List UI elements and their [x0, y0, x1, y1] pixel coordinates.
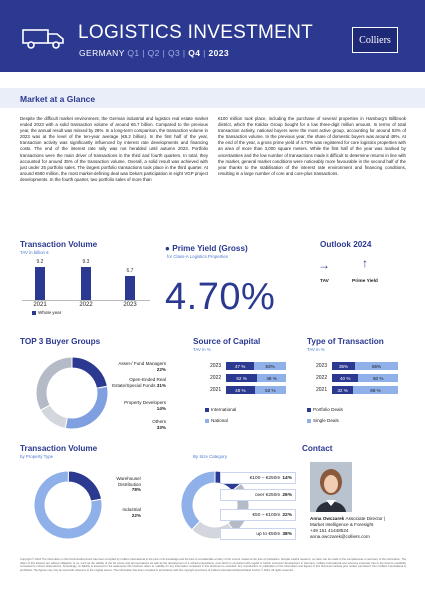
quarter-q2: Q2 — [147, 48, 160, 58]
soc-legend-swatch-natl — [205, 419, 209, 423]
buyers-donut — [35, 356, 109, 430]
market-glance-title: Market at a Glance — [20, 94, 96, 104]
prime-yield-subtitle: for Class-A Logistics Properties — [167, 254, 229, 259]
outlook-title: Outlook 2024 — [320, 240, 372, 249]
page-title: LOGISTICS INVESTMENT — [78, 22, 314, 43]
buyers-slice — [35, 356, 73, 412]
soc-year-label: 2021 — [210, 387, 222, 393]
contact-title: Contact — [302, 444, 333, 453]
tot-legend-swatch-portfolio — [307, 408, 311, 412]
property-label-industrial: Industrial 22% — [122, 507, 141, 518]
property-slice — [33, 470, 103, 540]
tv-bar — [81, 266, 91, 300]
tot-legend-single: Single Deals — [313, 418, 339, 423]
tv-title: Transaction Volume — [20, 240, 98, 249]
tot-bar-segment-2: 60 % — [358, 374, 398, 382]
soc-bar-segment-2: 48 % — [257, 374, 286, 382]
tot-legend-swatch-single — [307, 419, 311, 423]
tv-bar-value: 6.7 — [126, 267, 134, 274]
contact-avatar — [310, 462, 352, 512]
tot-bar-segment-1: 35% — [332, 362, 356, 370]
colliers-logo: Colliers — [352, 27, 398, 53]
quarter-q4: Q4 — [188, 48, 201, 58]
contact-role: Associate Director | — [345, 516, 386, 521]
source-capital-title: Source of Capital — [193, 337, 261, 346]
source-capital-subtitle: TAV in % — [193, 347, 211, 352]
soc-bar-segment-1: 48 % — [226, 386, 255, 394]
buyers-title: TOP 3 Buyer Groups — [20, 337, 101, 346]
tv-bar — [35, 266, 45, 300]
tv-axis — [22, 300, 150, 301]
report-year: 2023 — [208, 48, 230, 58]
soc-year-label: 2023 — [210, 363, 222, 369]
market-text-col2: €100 million took place, including the p… — [218, 116, 406, 176]
buyers-label-asset: Asset-/ Fund Managers 22% — [118, 361, 166, 372]
contact-name-line: Anna Owczarek Associate Director | — [310, 516, 385, 521]
tv-legend-swatch — [32, 311, 36, 315]
tv-bar-value: 9.3 — [82, 258, 90, 265]
property-slice — [67, 470, 103, 502]
outlook-prime-yield-label: Prime Yield — [352, 279, 378, 284]
size-category-subtitle: By Size Category — [193, 454, 227, 459]
tot-bar-segment-1: 32 % — [332, 386, 354, 394]
contact-name: Anna Owczarek — [310, 516, 345, 521]
tot-year-label: 2022 — [316, 375, 328, 381]
prime-yield-value: 4.70% — [165, 276, 276, 318]
type-transaction-subtitle: TAV in % — [307, 347, 325, 352]
tv-property-subtitle: by Property Type — [20, 454, 54, 459]
tot-bar-segment-2: 65% — [355, 362, 398, 370]
buyers-label-funds: Open-Ended Real Estate/Special Funds 31% — [112, 377, 166, 388]
tv-bar-value: 9.2 — [36, 258, 44, 265]
type-transaction-title: Type of Transaction — [307, 337, 384, 346]
report-period: GERMANY Q1 | Q2 | Q3 | Q4 | 2023 — [79, 48, 230, 58]
arrow-up-icon: ↑ — [362, 256, 368, 270]
market-text-col1: Despite the difficult market environment… — [20, 116, 208, 182]
soc-bar-segment-1: 52 % — [226, 374, 258, 382]
size-label-up-to-50: up to €50m 38% — [220, 528, 296, 540]
tv-subtitle: TAV in billion € — [20, 250, 49, 255]
tv-bar-year: 2022 — [79, 302, 93, 308]
tot-bar-segment-2: 68 % — [353, 386, 398, 394]
property-label-warehouse: Warehouse/ Distribution 78% — [116, 476, 141, 493]
property-type-donut — [33, 470, 103, 540]
soc-year-label: 2022 — [210, 375, 222, 381]
tot-legend-portfolio: Portfolio Deals — [313, 407, 343, 412]
prime-yield-title: ● Prime Yield (Gross) — [165, 244, 248, 253]
country-label: GERMANY — [79, 48, 125, 58]
soc-bar-segment-2: 52 % — [254, 386, 286, 394]
size-slice — [180, 470, 216, 531]
buyers-label-others: Others 33% — [152, 419, 166, 430]
soc-bar-segment-1: 47 % — [226, 362, 255, 370]
market-glance-band — [0, 88, 425, 108]
size-label-50-100: €50 – €100m 22% — [220, 509, 296, 521]
tv-legend-label: Whole year — [38, 310, 62, 315]
soc-legend-natl: National — [211, 418, 228, 423]
size-label-over-250: over €250m 26% — [220, 489, 296, 501]
quarter-q3: Q3 — [167, 48, 181, 58]
arrow-right-icon: → — [318, 258, 330, 272]
tv-property-title: Transaction Volume — [20, 444, 98, 453]
truck-icon — [22, 29, 64, 49]
copyright-footer: Copyright © 2024 The information in this… — [20, 558, 406, 572]
tot-year-label: 2021 — [316, 387, 328, 393]
contact-department: Market Intelligence & Foresight — [310, 522, 374, 527]
quarter-q1: Q1 — [127, 48, 140, 58]
tv-bar-year: 2021 — [33, 302, 47, 308]
outlook-tav-label: TAV — [320, 279, 329, 284]
bullet-icon: ● — [165, 244, 173, 253]
buyers-label-developers: Property Developers 14% — [124, 400, 166, 411]
contact-phone[interactable]: +49 151 41448524 — [310, 528, 349, 533]
tv-bar — [125, 275, 135, 300]
tv-bar-year: 2023 — [123, 302, 137, 308]
contact-email[interactable]: anna.owczarek@colliers.com — [310, 534, 370, 539]
soc-legend-intl: International — [211, 407, 237, 412]
tot-year-label: 2023 — [316, 363, 328, 369]
tot-bar-segment-1: 40 % — [332, 374, 359, 382]
size-label-100-250: €100 – €250m 14% — [220, 472, 296, 484]
person-photo-icon — [310, 462, 352, 512]
soc-bar-segment-2: 53% — [254, 362, 286, 370]
soc-legend-swatch-intl — [205, 408, 209, 412]
